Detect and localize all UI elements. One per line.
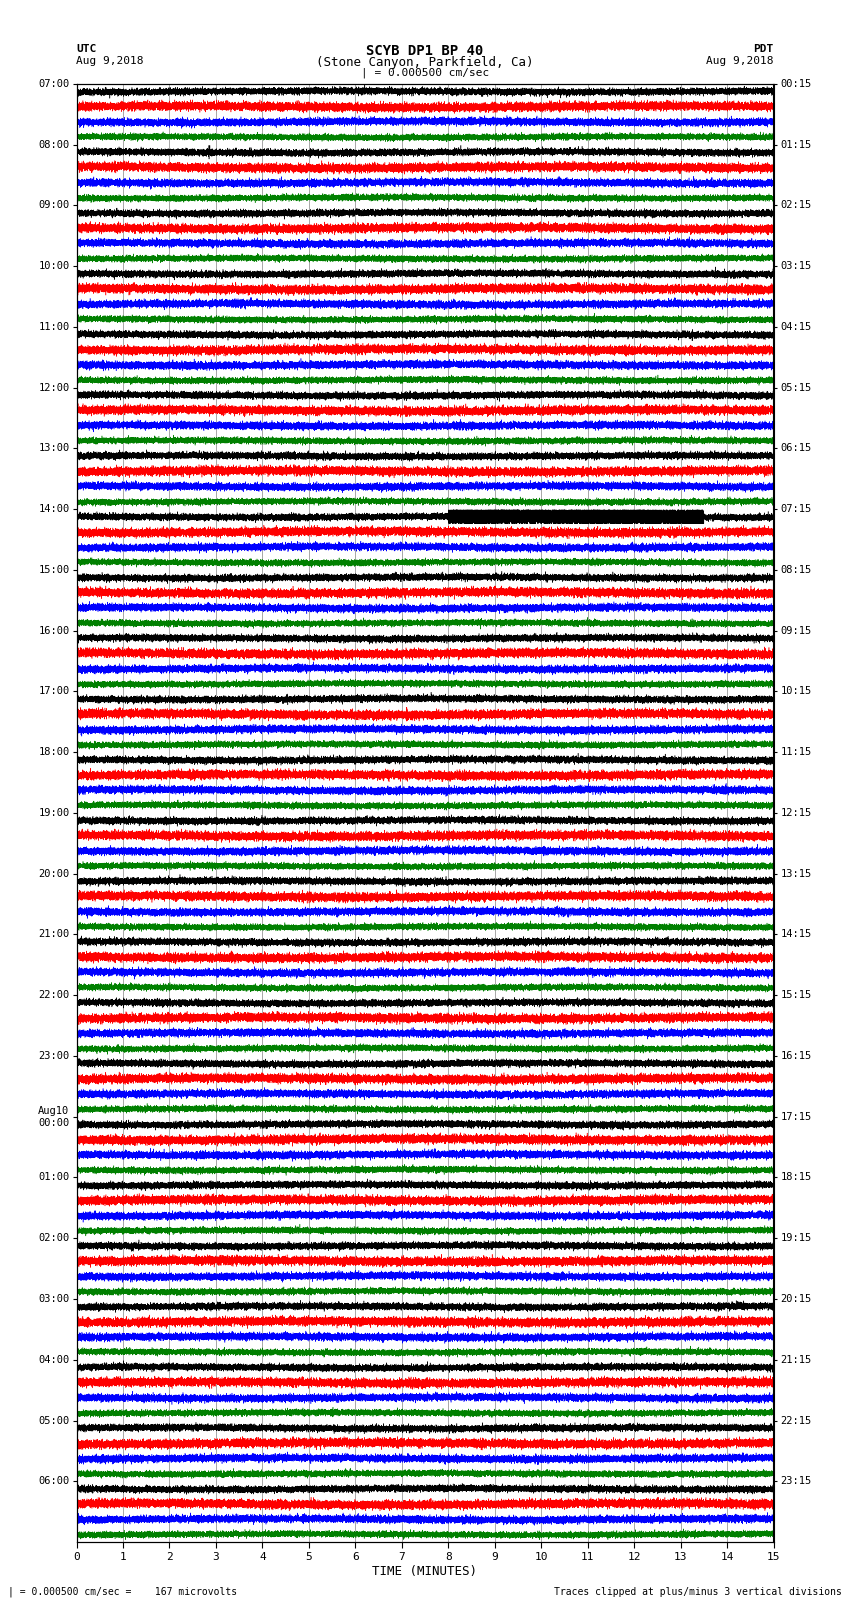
Text: Traces clipped at plus/minus 3 vertical divisions: Traces clipped at plus/minus 3 vertical … [553,1587,842,1597]
Text: SCYB DP1 BP 40: SCYB DP1 BP 40 [366,44,484,58]
Text: PDT: PDT [753,44,774,55]
Text: Aug 9,2018: Aug 9,2018 [706,56,774,66]
Text: (Stone Canyon, Parkfield, Ca): (Stone Canyon, Parkfield, Ca) [316,56,534,69]
Text: | = 0.000500 cm/sec: | = 0.000500 cm/sec [361,68,489,79]
X-axis label: TIME (MINUTES): TIME (MINUTES) [372,1565,478,1578]
Text: Aug 9,2018: Aug 9,2018 [76,56,144,66]
Text: | = 0.000500 cm/sec =    167 microvolts: | = 0.000500 cm/sec = 167 microvolts [8,1586,238,1597]
Text: UTC: UTC [76,44,97,55]
